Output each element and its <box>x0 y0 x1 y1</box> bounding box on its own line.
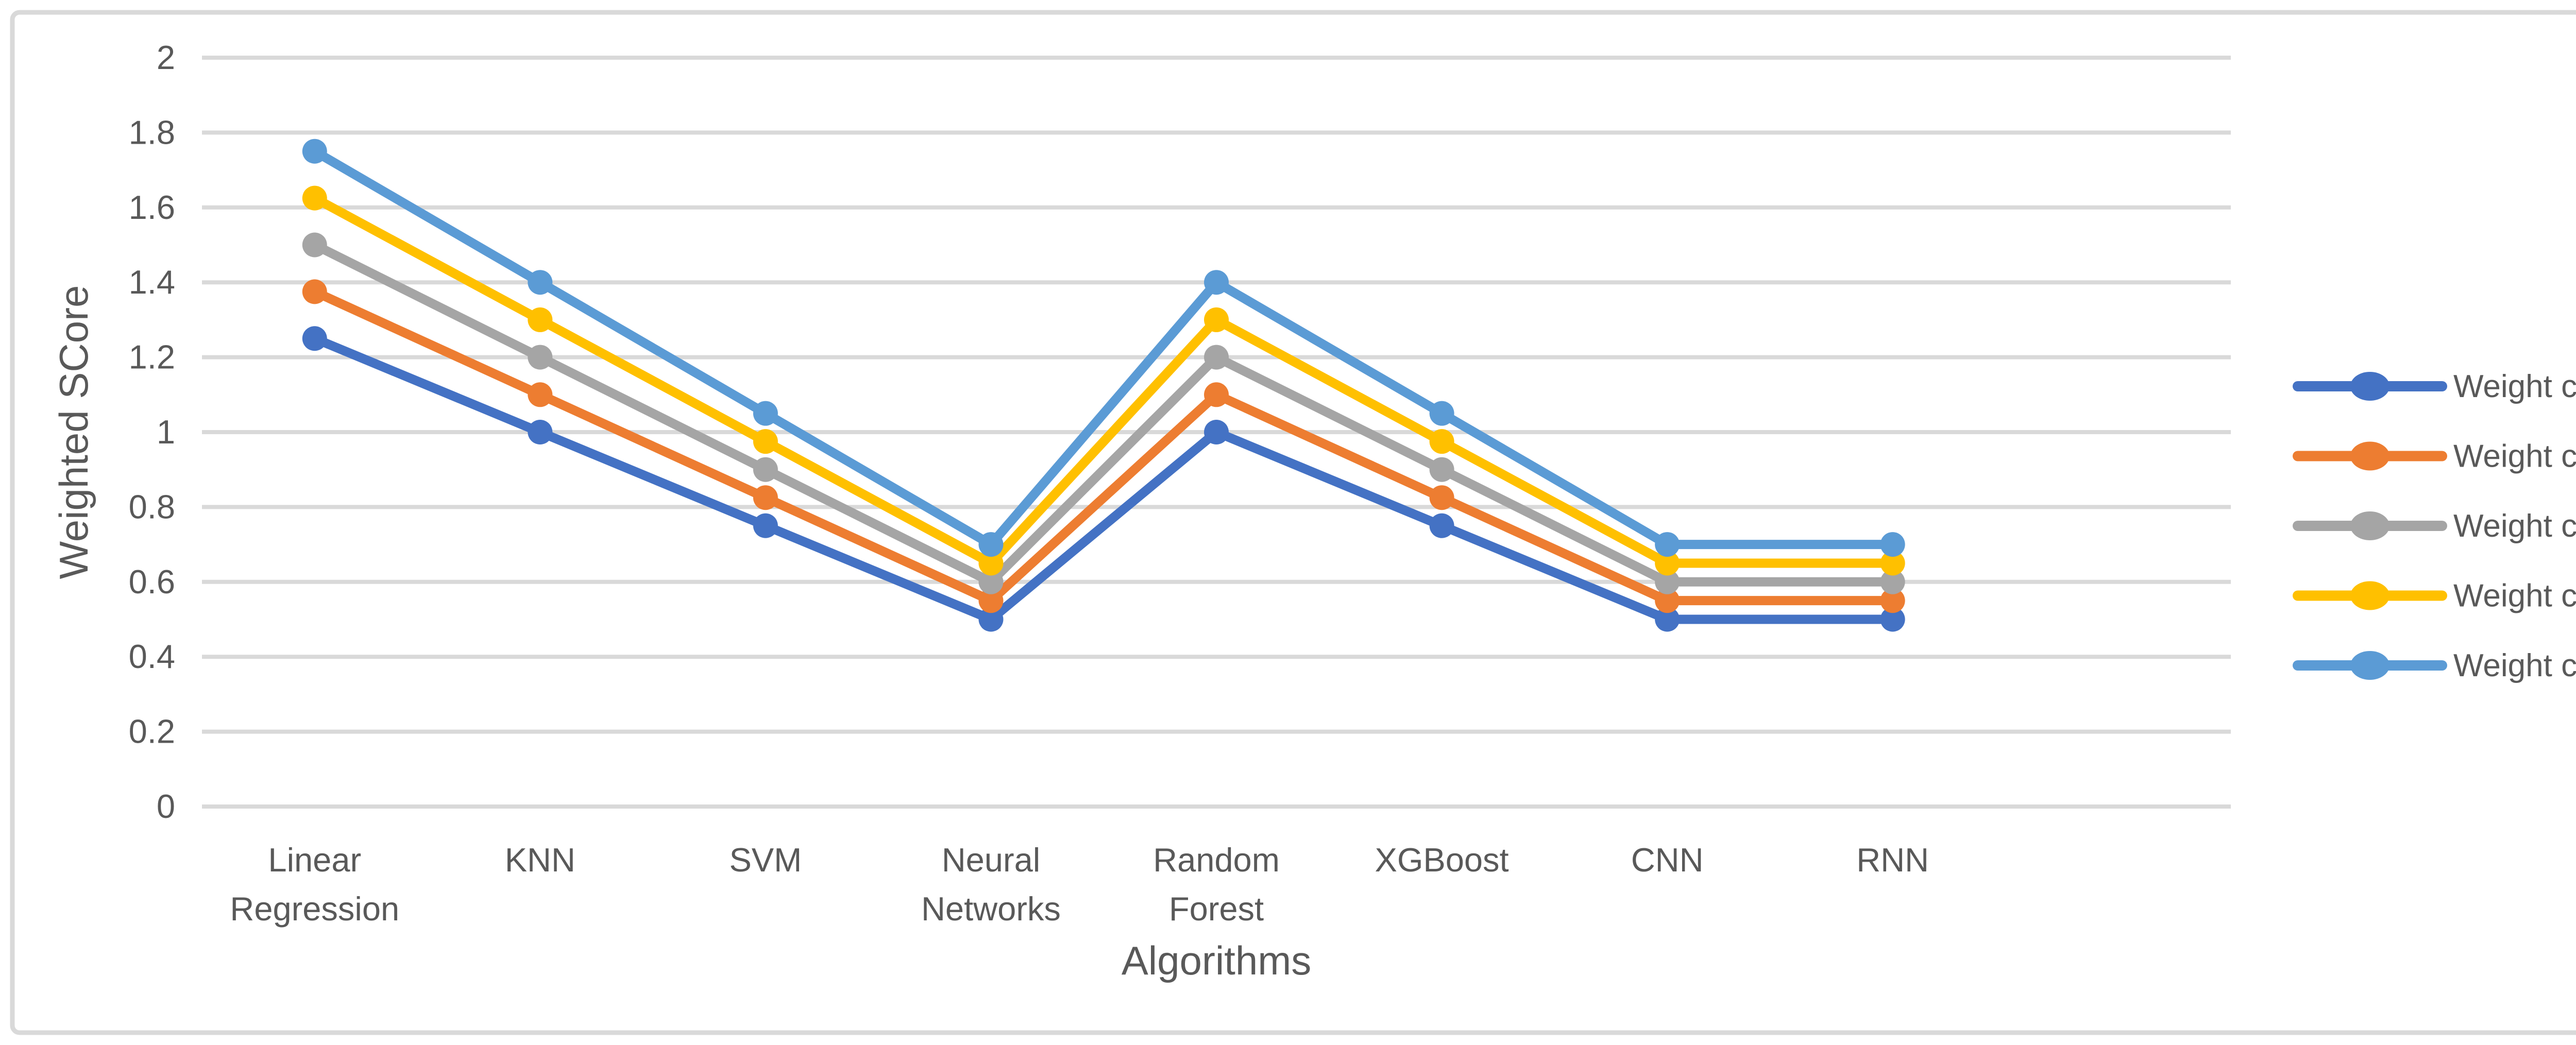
data-point <box>753 429 778 454</box>
y-tick-label: 0.2 <box>129 713 175 750</box>
legend-label: Weight change: +0.10 <box>2453 648 2576 683</box>
chart-frame-border <box>10 10 2576 1035</box>
data-point <box>528 270 553 295</box>
data-point <box>753 513 778 538</box>
data-point <box>302 326 327 351</box>
data-point <box>753 485 778 510</box>
y-tick-label: 2 <box>157 39 175 76</box>
series-line-1 <box>310 287 1897 606</box>
legend-marker <box>2350 581 2389 610</box>
data-point <box>1429 485 1454 510</box>
legend-label: Weight change: +0.05 <box>2453 578 2576 614</box>
x-category-label: XGBoost <box>1375 841 1509 879</box>
data-point <box>1880 569 1905 594</box>
legend-label: Weight change: +0.00 <box>2453 508 2576 544</box>
legend-item: Weight change: +0.00 <box>2293 508 2576 544</box>
data-point <box>978 532 1004 557</box>
legend-item: Weight change: -0.10 <box>2293 369 2576 404</box>
x-category-label: Random <box>1153 841 1280 879</box>
y-tick-label: 1.6 <box>129 189 175 226</box>
data-point <box>1655 588 1680 613</box>
data-point <box>753 401 778 426</box>
data-point <box>1429 401 1454 426</box>
y-tick-label: 1.8 <box>129 113 175 151</box>
x-category-label: SVM <box>729 841 802 879</box>
x-category-label: Forest <box>1169 890 1264 928</box>
data-point <box>1204 345 1229 370</box>
legend-marker <box>2350 651 2389 680</box>
data-point <box>978 569 1004 594</box>
x-axis-title: Algorithms <box>1122 938 1311 983</box>
y-tick-label: 0.8 <box>129 488 175 525</box>
data-point <box>1880 551 1905 576</box>
data-point <box>753 457 778 482</box>
x-category-label: Regression <box>230 890 399 928</box>
series-line-2 <box>310 240 1897 587</box>
data-point <box>302 185 327 211</box>
data-point <box>1204 307 1229 332</box>
series-layer <box>302 139 1905 632</box>
x-category-label: RNN <box>1856 841 1929 879</box>
data-point <box>1880 532 1905 557</box>
data-point <box>1655 532 1680 557</box>
data-point <box>978 551 1004 576</box>
y-tick-label: 1 <box>157 413 175 451</box>
series-line-0 <box>310 334 1897 624</box>
legend: Weight change: -0.10 Weight change: -0.05… <box>2293 369 2576 683</box>
legend-label: Weight change: -0.05 <box>2453 439 2576 474</box>
data-point <box>1880 607 1905 632</box>
y-axis-tick-labels: 0 0.2 0.4 0.6 0.8 1 1.2 1.4 1.6 1.8 2 <box>129 39 175 825</box>
data-point <box>1880 588 1905 613</box>
x-category-label: KNN <box>505 841 575 879</box>
y-tick-label: 1.4 <box>129 263 175 301</box>
data-point <box>1655 607 1680 632</box>
data-point <box>302 232 327 258</box>
data-point <box>1204 382 1229 407</box>
legend-item: Weight change: +0.05 <box>2293 578 2576 614</box>
legend-item: Weight change: +0.10 <box>2293 648 2576 683</box>
data-point <box>1655 569 1680 594</box>
legend-marker <box>2350 441 2389 471</box>
legend-item: Weight change: -0.05 <box>2293 439 2576 474</box>
y-tick-label: 1.2 <box>129 338 175 376</box>
data-point <box>1429 457 1454 482</box>
data-point <box>528 420 553 444</box>
data-point <box>302 139 327 164</box>
data-point <box>1204 270 1229 295</box>
data-point <box>978 607 1004 632</box>
data-point <box>528 307 553 332</box>
x-category-label: Networks <box>921 890 1061 928</box>
data-point <box>978 588 1004 613</box>
data-point <box>1429 429 1454 454</box>
data-point <box>302 279 327 304</box>
legend-marker <box>2350 372 2389 401</box>
data-point <box>1204 420 1229 444</box>
x-category-label: Linear <box>268 841 361 879</box>
x-category-label: Neural <box>942 841 1040 879</box>
y-tick-label: 0 <box>157 787 175 825</box>
data-point <box>1655 551 1680 576</box>
series-line-3 <box>310 193 1897 568</box>
y-tick-label: 0.4 <box>129 638 175 675</box>
data-point <box>1429 513 1454 538</box>
data-point <box>528 345 553 370</box>
x-axis-category-labels: Linear Regression KNN SVM Neural Networks Rand… <box>230 841 1929 928</box>
legend-marker <box>2350 511 2389 540</box>
data-point <box>528 382 553 407</box>
legend-label: Weight change: -0.10 <box>2453 369 2576 404</box>
y-axis-title: Weighted SCore <box>51 285 96 579</box>
series-line-4 <box>310 146 1897 550</box>
x-category-label: CNN <box>1631 841 1704 879</box>
y-tick-label: 0.6 <box>129 563 175 601</box>
